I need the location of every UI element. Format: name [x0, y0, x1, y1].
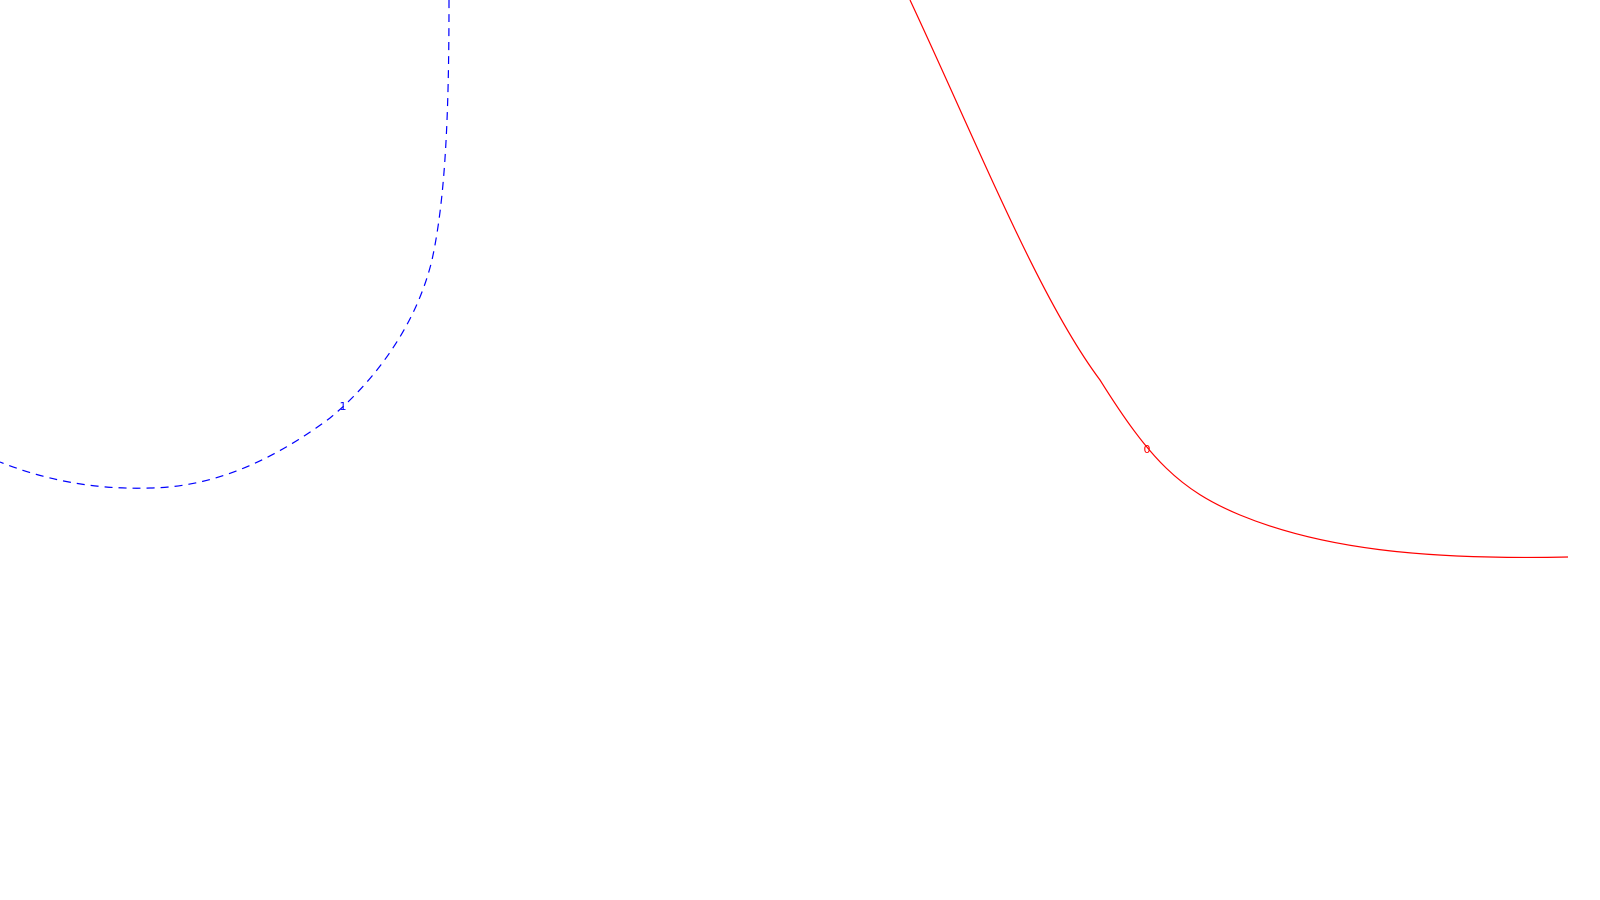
curve-0-label: 0 [1144, 443, 1151, 456]
curve-1-line [0, 0, 450, 489]
curve-1-label: 1 [340, 400, 347, 413]
curve-0-group: 0 [909, 0, 1569, 559]
curve-1-group: 1 [0, 0, 450, 489]
curve-0-line [909, 0, 1569, 559]
